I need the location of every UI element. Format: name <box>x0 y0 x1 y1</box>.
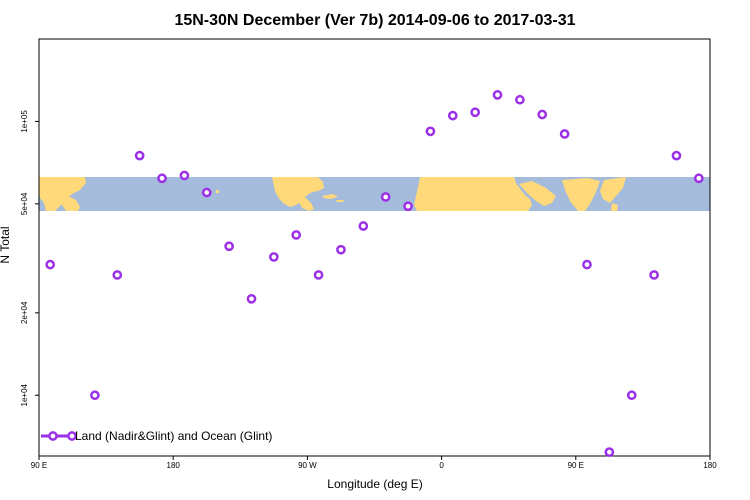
legend-label: Land (Nadir&Glint) and Ocean (Glint) <box>75 429 272 443</box>
data-point-13 <box>358 221 369 231</box>
world-map-band <box>39 177 710 211</box>
data-point-27 <box>671 150 682 161</box>
data-point-9 <box>269 252 279 262</box>
data-point-11 <box>313 270 324 280</box>
data-point-6 <box>201 187 212 198</box>
data-series-points <box>45 90 704 457</box>
x-tick-label-3: 0 <box>439 461 444 470</box>
x-tick-label-0: 90 E <box>31 461 47 470</box>
data-point-17 <box>447 110 458 121</box>
chart-title: 15N-30N December (Ver 7b) 2014-09-06 to … <box>174 12 575 29</box>
y-tick-label-3: 1e+05 <box>20 110 29 133</box>
legend-marker-2 <box>67 431 77 441</box>
data-point-0 <box>45 259 56 270</box>
data-point-15 <box>403 201 413 212</box>
data-point-3 <box>134 150 145 161</box>
data-point-5 <box>179 170 190 181</box>
data-point-20 <box>515 94 525 105</box>
y-tick-label-2: 5e+04 <box>20 192 29 215</box>
data-point-16 <box>425 126 436 137</box>
data-point-21 <box>537 109 548 120</box>
plot-area-frame <box>38 38 711 457</box>
x-tick-label-1: 180 <box>167 461 181 470</box>
y-axis-label: N Total <box>0 226 12 263</box>
data-point-2 <box>112 270 123 280</box>
x-axis-label: Longitude (deg E) <box>327 477 422 491</box>
data-point-28 <box>693 173 704 184</box>
data-point-18 <box>470 107 480 118</box>
x-tick-label-5: 180 <box>703 461 717 470</box>
data-point-22 <box>559 129 570 139</box>
y-tick-label-0: 1e+04 <box>20 383 29 406</box>
data-point-26 <box>649 270 659 280</box>
x-tick-label-4: 90 E <box>568 461 584 470</box>
data-point-12 <box>336 244 346 255</box>
data-point-25 <box>626 390 637 401</box>
x-tick-label-2: 90 W <box>298 461 317 470</box>
data-point-4 <box>157 173 167 184</box>
data-point-1 <box>90 390 100 401</box>
data-point-24 <box>604 447 615 457</box>
land-areas <box>39 177 626 211</box>
data-point-8 <box>246 293 257 304</box>
legend: Land (Nadir&Glint) and Ocean (Glint) <box>41 429 272 443</box>
x-axis: 90 E 180 90 W 0 90 E 180 <box>31 456 717 470</box>
y-axis: 1e+04 2e+04 5e+04 1e+05 <box>20 110 39 406</box>
data-point-10 <box>291 230 302 240</box>
legend-marker-1 <box>48 431 58 441</box>
data-point-23 <box>582 259 592 270</box>
data-point-7 <box>224 241 234 252</box>
data-point-19 <box>492 90 503 100</box>
data-point-14 <box>380 192 391 202</box>
y-tick-label-1: 2e+04 <box>20 301 29 324</box>
